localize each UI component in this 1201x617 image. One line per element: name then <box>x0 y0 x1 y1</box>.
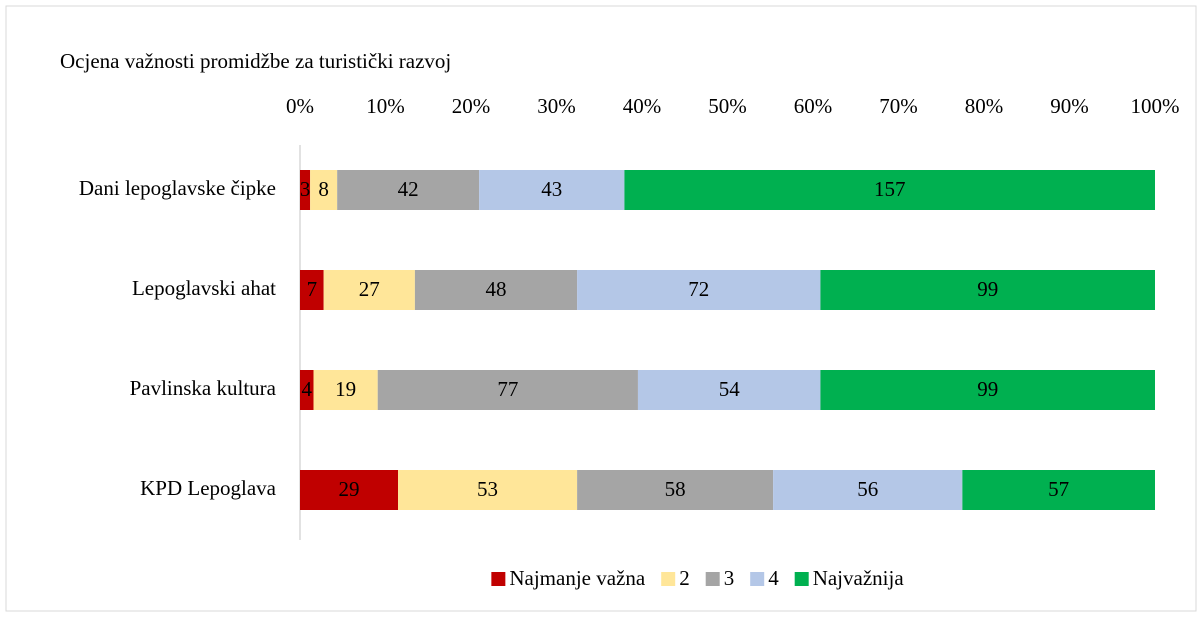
x-tick-label: 10% <box>366 94 405 118</box>
bar-segment <box>624 170 1155 210</box>
data-label: 29 <box>339 477 360 501</box>
x-tick-label: 30% <box>537 94 576 118</box>
data-label: 27 <box>359 277 380 301</box>
chart-title: Ocjena važnosti promidžbe za turistički … <box>60 49 451 73</box>
legend-swatch <box>705 572 720 586</box>
data-label: 99 <box>977 277 998 301</box>
y-tick-label: Lepoglavski ahat <box>132 276 276 300</box>
legend-label: 4 <box>768 566 779 590</box>
data-label: 72 <box>688 277 709 301</box>
legend-label: Najmanje važna <box>509 566 646 590</box>
legend-label: 3 <box>724 566 735 590</box>
x-tick-label: 40% <box>623 94 662 118</box>
bar-segment <box>300 170 311 210</box>
x-tick-label: 70% <box>879 94 918 118</box>
data-label: 99 <box>977 377 998 401</box>
data-label: 58 <box>665 477 686 501</box>
bar-segment <box>577 470 774 510</box>
bar-segment <box>398 470 578 510</box>
bar-segment <box>414 270 578 310</box>
bar-segment <box>300 470 399 510</box>
bar-segment <box>310 170 338 210</box>
legend-swatch <box>794 572 809 586</box>
x-tick-label: 60% <box>794 94 833 118</box>
legend-swatch <box>491 572 506 586</box>
data-label: 7 <box>307 277 318 301</box>
data-label: 56 <box>857 477 878 501</box>
bar-segment <box>820 370 1155 410</box>
data-label: 157 <box>874 177 906 201</box>
legend-label: 2 <box>679 566 690 590</box>
data-label: 57 <box>1048 477 1069 501</box>
bar-segment <box>300 270 324 310</box>
x-tick-label: 20% <box>452 94 491 118</box>
data-label: 19 <box>335 377 356 401</box>
bar-segment <box>337 170 480 210</box>
data-label: 53 <box>477 477 498 501</box>
data-label: 48 <box>486 277 507 301</box>
bar-segment <box>313 370 378 410</box>
y-tick-label: KPD Lepoglava <box>140 476 277 500</box>
bar-segment <box>323 270 415 310</box>
bar-segment <box>637 370 821 410</box>
bar-segment <box>577 270 821 310</box>
y-tick-label: Pavlinska kultura <box>130 376 277 400</box>
data-label: 3 <box>300 177 311 201</box>
data-label: 42 <box>398 177 419 201</box>
x-tick-label: 100% <box>1131 94 1180 118</box>
legend-label: Najvažnija <box>813 566 905 590</box>
data-label: 77 <box>497 377 518 401</box>
bar-segment <box>773 470 963 510</box>
bar-segment <box>479 170 625 210</box>
x-tick-label: 90% <box>1050 94 1089 118</box>
x-tick-label: 0% <box>286 94 314 118</box>
x-tick-label: 80% <box>965 94 1004 118</box>
data-label: 8 <box>318 177 329 201</box>
x-tick-label: 50% <box>708 94 747 118</box>
data-label: 54 <box>719 377 741 401</box>
bar-segment <box>820 270 1155 310</box>
bar-segment <box>377 370 638 410</box>
legend-swatch <box>661 572 676 586</box>
legend-swatch <box>750 572 765 586</box>
bar-segment <box>962 470 1155 510</box>
bar-segment <box>300 370 314 410</box>
y-tick-label: Dani lepoglavske čipke <box>79 176 276 200</box>
data-label: 43 <box>541 177 562 201</box>
data-label: 4 <box>302 377 313 401</box>
